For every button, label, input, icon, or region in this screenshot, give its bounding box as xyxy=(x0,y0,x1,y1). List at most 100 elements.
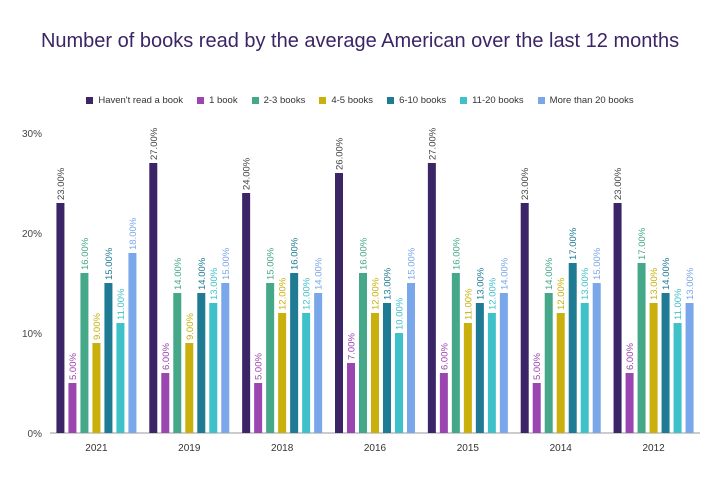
legend-label: 4-5 books xyxy=(331,95,374,106)
y-tick-label: 0% xyxy=(28,429,43,440)
bar xyxy=(359,273,367,433)
data-label: 13.00% xyxy=(383,267,394,300)
legend-swatch xyxy=(197,97,205,104)
legend-swatch xyxy=(251,97,259,104)
data-label: 11.00% xyxy=(463,288,474,320)
data-label: 6.00% xyxy=(161,343,172,370)
x-tick-label: 2016 xyxy=(364,443,387,454)
data-label: 27.00% xyxy=(427,127,438,160)
bar xyxy=(649,303,658,433)
bar xyxy=(185,343,194,433)
data-label: 18.00% xyxy=(128,217,139,250)
bar xyxy=(209,303,218,433)
data-label: 11.00% xyxy=(116,288,127,320)
bar xyxy=(592,283,601,433)
bar xyxy=(487,313,496,433)
legend-label: Haven't read a book xyxy=(98,95,184,106)
bar xyxy=(556,313,565,433)
y-tick-label: 20% xyxy=(22,229,42,240)
bar xyxy=(104,283,113,433)
data-label: 23.00% xyxy=(520,167,531,200)
bar xyxy=(128,253,137,433)
bar xyxy=(254,383,263,433)
data-label: 5.00% xyxy=(68,353,79,380)
data-label: 11.00% xyxy=(673,288,684,320)
bar xyxy=(407,283,415,433)
data-label: 13.00% xyxy=(475,267,486,300)
data-label: 17.00% xyxy=(568,227,579,260)
bar xyxy=(149,163,158,433)
bar xyxy=(221,283,230,433)
data-label: 15.00% xyxy=(104,247,115,280)
bar xyxy=(520,203,529,433)
data-label: 12.00% xyxy=(371,277,382,310)
data-label: 12.00% xyxy=(487,277,498,310)
bar xyxy=(314,293,323,433)
bar xyxy=(568,263,577,433)
y-tick-label: 10% xyxy=(22,329,42,340)
legend-item: Haven't read a book xyxy=(86,95,183,106)
data-label: 23.00% xyxy=(613,167,624,200)
bar xyxy=(395,333,403,433)
data-label: 27.00% xyxy=(149,127,160,160)
x-tick-label: 2012 xyxy=(642,443,665,454)
data-label: 15.00% xyxy=(407,247,418,280)
data-label: 12.00% xyxy=(302,277,313,310)
data-label: 23.00% xyxy=(56,167,67,200)
bar xyxy=(580,303,589,433)
bar xyxy=(278,313,287,433)
bar xyxy=(661,293,670,433)
data-label: 16.00% xyxy=(290,237,301,270)
bar xyxy=(242,193,251,433)
bar xyxy=(68,383,77,433)
bar xyxy=(56,203,65,433)
data-label: 13.00% xyxy=(580,267,591,300)
bar xyxy=(613,203,622,433)
legend-label: More than 20 books xyxy=(549,95,634,106)
legend-item: 2-3 books xyxy=(251,95,306,106)
legend-swatch xyxy=(86,97,94,104)
legend-label: 1 book xyxy=(209,95,238,106)
bar xyxy=(302,313,311,433)
bar xyxy=(347,363,355,433)
legend-item: 1 book xyxy=(197,95,238,106)
data-label: 15.00% xyxy=(221,247,232,280)
data-label: 14.00% xyxy=(314,257,325,290)
bar xyxy=(451,273,460,433)
data-label: 14.00% xyxy=(197,257,208,290)
data-label: 16.00% xyxy=(359,237,370,270)
legend: Haven't read a book 1 book 2-3 books 4-5 bo… xyxy=(0,95,720,106)
data-label: 9.00% xyxy=(185,313,196,340)
bar xyxy=(80,273,89,433)
bar xyxy=(673,323,682,433)
bar xyxy=(116,323,125,433)
bar xyxy=(499,293,508,433)
bar xyxy=(173,293,182,433)
data-label: 16.00% xyxy=(451,237,462,270)
chart-title: Number of books read by the average Amer… xyxy=(40,30,680,52)
bar xyxy=(532,383,541,433)
legend-label: 11-20 books xyxy=(472,95,524,106)
data-label: 5.00% xyxy=(532,353,543,380)
bar xyxy=(625,373,634,433)
legend-label: 2-3 books xyxy=(263,95,306,106)
bar xyxy=(335,173,343,433)
data-label: 6.00% xyxy=(439,343,450,370)
legend-item: More than 20 books xyxy=(537,95,634,106)
legend-swatch xyxy=(537,97,545,104)
x-tick-label: 2021 xyxy=(85,443,108,454)
data-label: 13.00% xyxy=(649,267,660,300)
legend-label: 6-10 books xyxy=(399,95,447,106)
bar xyxy=(637,263,646,433)
bar xyxy=(161,373,170,433)
x-tick-label: 2014 xyxy=(550,443,573,454)
bar xyxy=(371,313,379,433)
bar xyxy=(92,343,101,433)
data-label: 6.00% xyxy=(625,343,636,370)
data-label: 15.00% xyxy=(592,247,603,280)
data-label: 13.00% xyxy=(209,267,220,300)
legend-item: 4-5 books xyxy=(319,95,373,106)
data-label: 12.00% xyxy=(278,277,289,310)
